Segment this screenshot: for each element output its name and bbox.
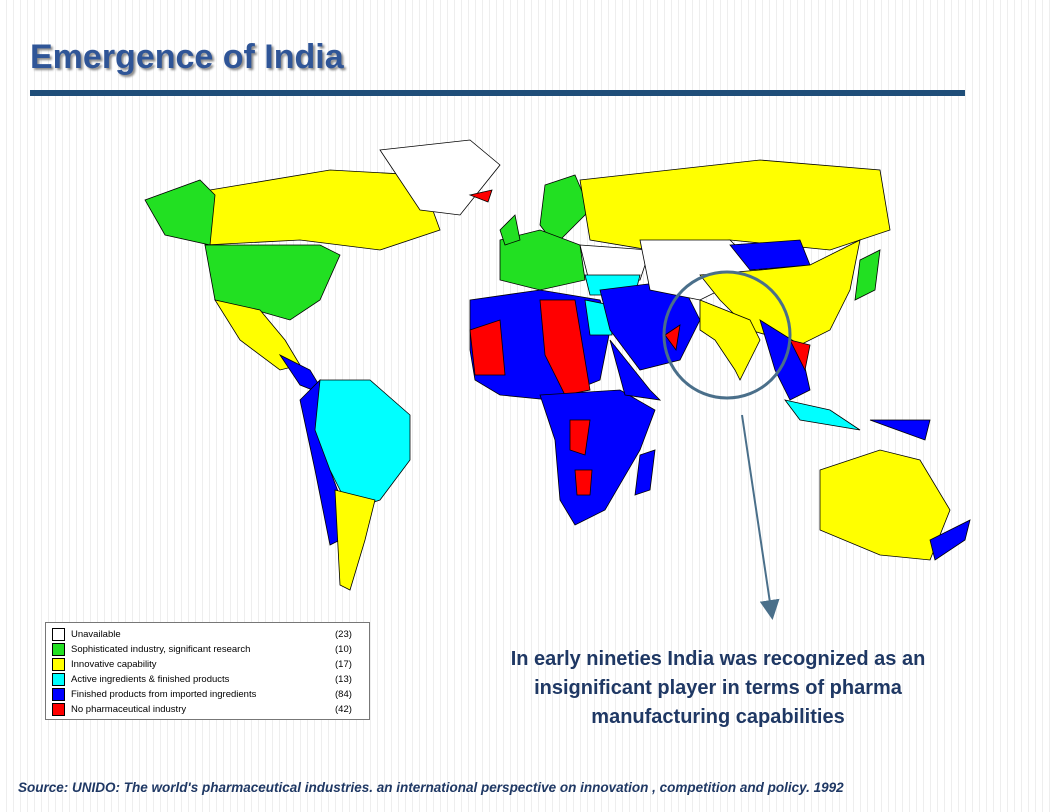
callout-arrow [741,414,780,620]
country-region [569,419,591,456]
country-region [314,379,411,511]
country-region [144,179,216,246]
legend-count: (17) [335,659,352,670]
legend-label: Sophisticated industry, significant rese… [71,644,251,655]
legend-swatch [52,643,65,656]
legend-swatch [52,658,65,671]
country-region [469,319,506,376]
legend-item: Finished products from imported ingredie… [52,687,363,702]
country-region [204,169,441,251]
country-region [468,189,493,203]
legend-item: Active ingredients & finished products (1… [52,672,363,687]
legend-item: Unavailable (23) [52,627,363,642]
legend-label: Innovative capability [71,659,157,670]
country-region [539,389,656,526]
country-region [854,249,881,301]
country-region [379,139,501,216]
legend-label: Active ingredients & finished products [71,674,230,685]
legend-swatch [52,703,65,716]
country-region [634,449,656,496]
title-rule [30,90,965,96]
country-region [929,519,971,561]
country-region [539,174,591,246]
country-region [579,159,891,251]
legend-item: Innovative capability (17) [52,657,363,672]
legend-count: (23) [335,629,352,640]
legend-count: (10) [335,644,352,655]
country-region [699,299,761,381]
legend-swatch [52,673,65,686]
country-region [664,324,681,352]
legend-swatch [52,688,65,701]
country-region [869,419,931,441]
legend-item: Sophisticated industry, significant rese… [52,642,363,657]
callout-line: insignificant player in terms of pharma [534,677,902,699]
callout-line: manufacturing capabilities [591,706,845,728]
country-region [789,339,811,372]
legend-count: (84) [335,689,352,700]
legend-label: Finished products from imported ingredie… [71,689,257,700]
legend-label: Unavailable [71,629,121,640]
legend-item: No pharmaceutical industry (42) [52,702,363,717]
country-region [499,229,586,291]
country-region [609,339,662,401]
source-note: Source: UNIDO: The world's pharmaceutica… [18,780,844,795]
legend-swatch [52,628,65,641]
slide-title: Emergence of India [30,38,344,76]
callout-line: In early nineties India was recognized a… [510,648,926,670]
legend: Unavailable (23) Sophisticated industry, s… [45,622,370,720]
country-region [574,469,593,496]
country-region [499,214,521,246]
legend-count: (42) [335,704,352,715]
legend-label: No pharmaceutical industry [71,704,187,715]
country-region [784,399,861,431]
country-region [334,489,376,591]
india-highlight [662,270,792,400]
legend-count: (13) [335,674,352,685]
callout: In early nineties India was recognized a… [440,645,996,732]
